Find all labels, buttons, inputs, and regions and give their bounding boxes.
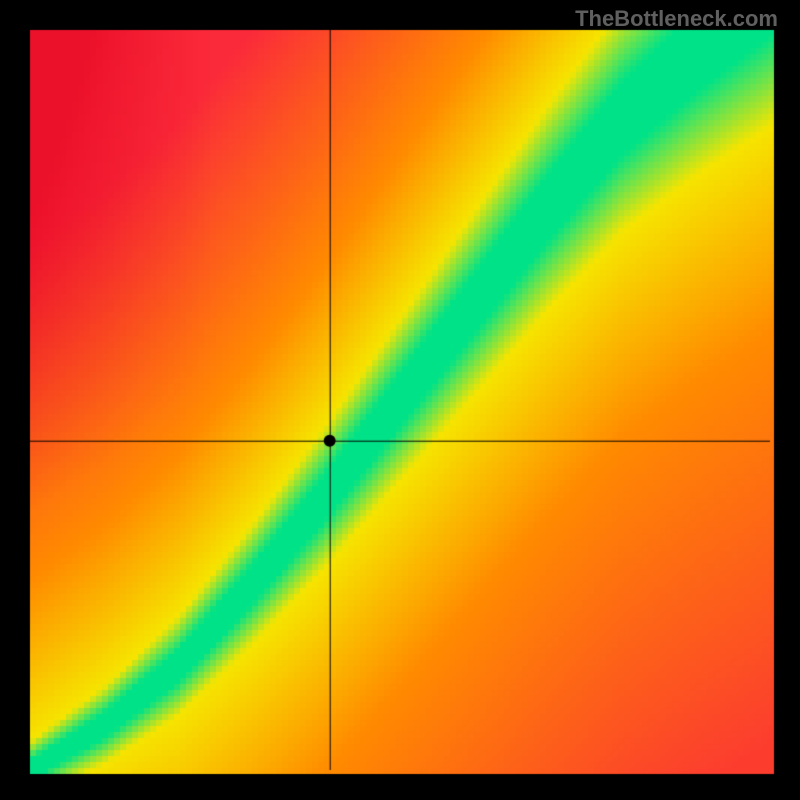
heatmap-canvas <box>0 0 800 800</box>
watermark-text: TheBottleneck.com <box>575 6 778 32</box>
bottleneck-heatmap-chart: TheBottleneck.com <box>0 0 800 800</box>
